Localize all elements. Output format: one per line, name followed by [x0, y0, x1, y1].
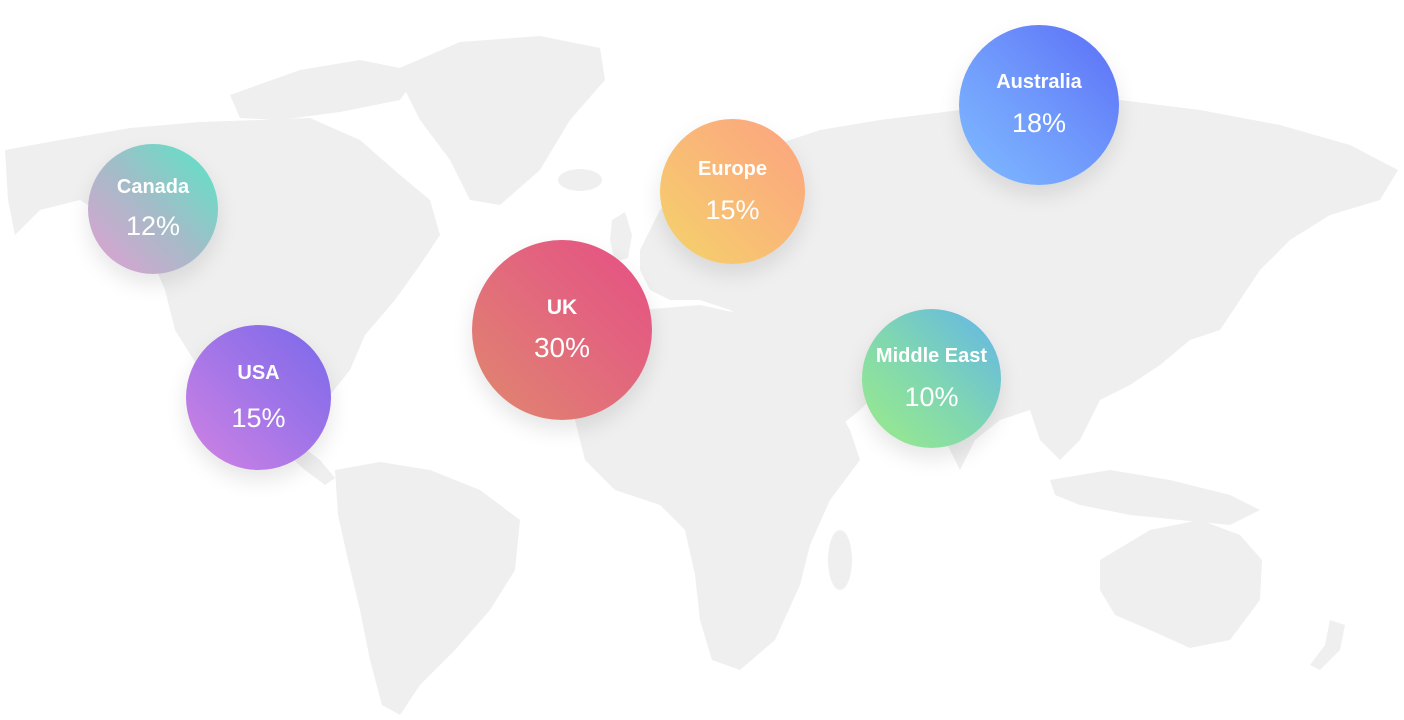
landmass-eurasia: [640, 100, 1398, 470]
region-bubble-usa: USA 15%: [186, 325, 331, 470]
landmass-greenland: [395, 36, 605, 205]
region-name: USA: [237, 361, 280, 384]
region-percentage: 18%: [1011, 108, 1067, 139]
region-name: UK: [546, 296, 578, 320]
region-bubble-canada: Canada 12%: [88, 144, 218, 274]
region-percentage: 15%: [231, 402, 286, 433]
landmass-south-america: [335, 462, 520, 715]
landmass-australia: [1100, 520, 1262, 648]
landmass-japan: [1175, 255, 1210, 335]
region-bubble-australia: Australia 18%: [959, 25, 1119, 185]
region-name: Europe: [698, 157, 767, 180]
region-name: Canada: [116, 176, 190, 199]
landmass-new-zealand: [1310, 620, 1345, 670]
region-percentage: 12%: [125, 211, 181, 242]
region-name: Middle East: [875, 344, 988, 367]
region-percentage: 30%: [533, 332, 591, 364]
landmass-madagascar: [828, 530, 852, 590]
region-bubble-europe: Europe 15%: [660, 119, 805, 264]
region-percentage: 15%: [705, 194, 760, 225]
landmass-southeast-asia-islands: [1050, 470, 1260, 525]
region-name: Australia: [996, 71, 1082, 94]
landmass-africa: [575, 305, 860, 670]
region-percentage: 10%: [904, 381, 959, 412]
landmass-great-britain: [610, 212, 632, 262]
region-bubble-uk: UK 30%: [472, 240, 652, 420]
landmass-iceland: [558, 169, 602, 191]
region-bubble-middle-east: Middle East 10%: [862, 309, 1001, 448]
landmass-arctic-islands: [230, 60, 420, 120]
